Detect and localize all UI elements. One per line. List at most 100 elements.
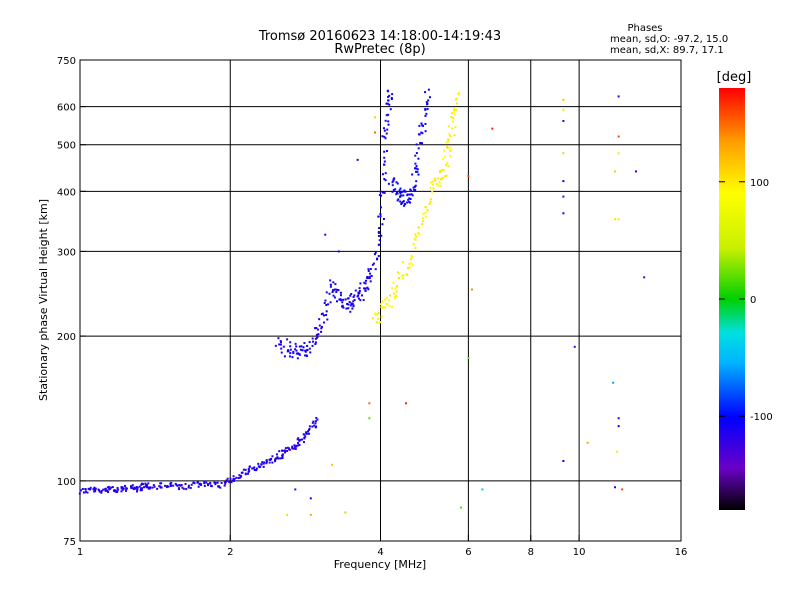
echo-point [193, 482, 196, 485]
scatter-point [356, 158, 359, 161]
echo-point [296, 357, 299, 360]
echo-point [86, 491, 89, 494]
echo-point [291, 447, 294, 450]
echo-point [383, 129, 386, 132]
x-axis-ticks: 1 2 4 6 8 10 16 [77, 535, 687, 558]
echo-point [364, 287, 367, 290]
colorbar-label: [deg] [717, 70, 752, 85]
echo-point [447, 140, 450, 143]
echo-point [398, 272, 401, 275]
echo-point [304, 435, 307, 438]
scatter-point [481, 488, 484, 491]
echo-point [334, 283, 337, 286]
echo-point [269, 458, 272, 461]
echo-point [384, 172, 387, 175]
chart-title-line1: Tromsø 20160623 14:18:00-14:19:43 [258, 29, 501, 44]
echo-point [382, 163, 385, 166]
echo-point [257, 465, 260, 468]
echo-point [293, 444, 296, 447]
echo-point [349, 294, 352, 297]
echo-point [383, 191, 386, 194]
echo-point [314, 327, 317, 330]
echo-point [364, 282, 367, 285]
echo-point [366, 275, 369, 278]
echo-point [100, 489, 103, 492]
echo-point [383, 298, 386, 301]
echo-point [311, 337, 314, 340]
echo-point [391, 181, 394, 184]
scatter-point [368, 402, 371, 405]
echo-point [346, 302, 349, 305]
echo-point [300, 345, 303, 348]
echo-point [447, 138, 450, 141]
echo-point [414, 154, 417, 157]
echo-point [451, 112, 454, 115]
echo-point [367, 268, 370, 271]
echo-point [427, 88, 430, 91]
echo-point [383, 178, 386, 181]
echo-point [279, 343, 282, 346]
echo-point [283, 449, 286, 452]
echo-point [388, 299, 391, 302]
echo-point [443, 149, 446, 152]
echo-point [449, 149, 452, 152]
echo-point [414, 238, 417, 241]
scatter-point [368, 417, 371, 420]
echo-point [329, 279, 332, 282]
echo-point [392, 188, 395, 191]
echo-point [392, 179, 395, 182]
echo-point [116, 486, 119, 489]
echo-point [302, 346, 305, 349]
echo-point [399, 192, 402, 195]
echo-point [284, 447, 287, 450]
echo-point [130, 485, 133, 488]
echo-point [378, 239, 381, 242]
echo-point [189, 486, 192, 489]
scatter-point [615, 450, 618, 453]
echo-point [148, 487, 151, 490]
echo-point [247, 472, 250, 475]
echo-point [325, 304, 328, 307]
echo-point [164, 484, 167, 487]
echo-point [448, 133, 451, 136]
echo-point [94, 490, 97, 493]
echo-point [399, 195, 402, 198]
echo-point [281, 455, 284, 458]
scatter-point [286, 513, 289, 516]
echo-point [296, 352, 299, 355]
echo-point [379, 215, 382, 218]
echo-point [242, 468, 245, 471]
scatter-point [324, 233, 327, 236]
echo-point [79, 489, 82, 492]
echo-point [232, 477, 235, 480]
echo-point [233, 478, 236, 481]
echo-point [329, 285, 332, 288]
echo-point [342, 298, 345, 301]
echo-point [441, 176, 444, 179]
echo-point [311, 425, 314, 428]
echo-point [379, 190, 382, 193]
echo-point [241, 471, 244, 474]
echo-point [358, 287, 361, 290]
echo-point [381, 135, 384, 138]
echo-point [314, 343, 317, 346]
echo-point [114, 490, 117, 493]
echo-point [218, 485, 221, 488]
echo-point [400, 274, 403, 277]
echo-point [446, 146, 449, 149]
echo-point [147, 486, 150, 489]
echo-point [344, 298, 347, 301]
echo-point [395, 181, 398, 184]
echo-point [347, 297, 350, 300]
echo-point [304, 350, 307, 353]
echo-point [388, 305, 391, 308]
scatter-point [617, 425, 620, 428]
echo-point [255, 467, 258, 470]
phases-x-stats: mean, sd,X: 89.7, 17.1 [610, 45, 724, 56]
echo-point [277, 337, 280, 340]
echo-point [412, 186, 415, 189]
scatter-point [309, 497, 312, 500]
echo-point [318, 324, 321, 327]
echo-point [209, 482, 212, 485]
